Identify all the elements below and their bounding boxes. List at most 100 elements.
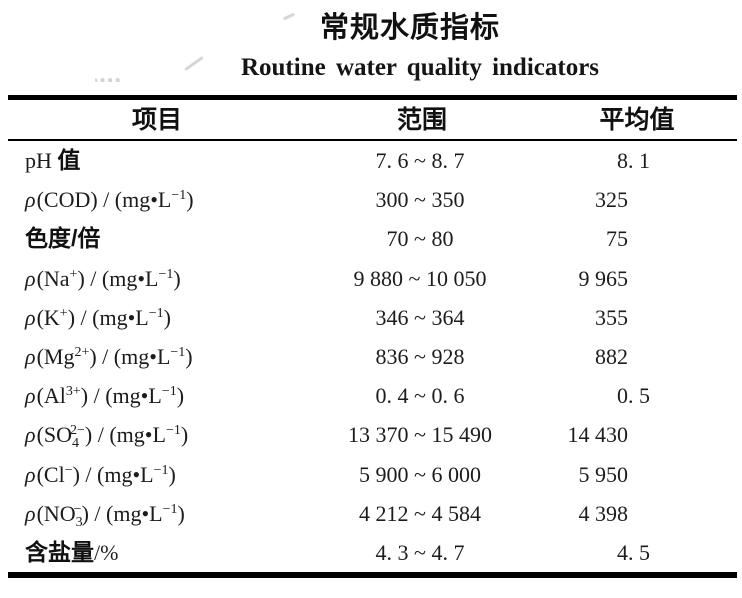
item-segment: 4 [72,436,80,452]
scan-artifact-3 [95,78,121,82]
table-row: 含盐量/% 4. 3 ~ 4. 7 4. 5 [0,533,742,572]
item-segment: −1 [153,462,169,478]
scan-artifact-2 [184,55,204,72]
row-average: 4 398 [578,500,629,526]
item-segment: 3 [75,514,83,530]
table-row: ρ(Cl−) / (mg•L−1) 5 900 ~ 6 000 5 950 [0,455,742,494]
column-header-average: 平均值 [599,106,675,134]
item-segment: (Al [36,383,66,409]
item-segment: ) / (mg•L [81,500,163,526]
item-segment: (COD) / (mg•L [36,187,172,213]
table-row: 色度/倍 70 ~ 80 75 [0,219,742,258]
item-segment: −1 [162,501,178,517]
item-segment: ρ [25,383,36,409]
item-segment: ) / (mg•L [84,422,166,448]
item-segment: 3+ [65,384,81,400]
row-average: 325 [595,187,628,213]
row-range: 346 ~ 364 [375,304,465,330]
row-range: 300 ~ 350 [375,187,465,213]
table-row: ρ(Al3+) / (mg•L−1) 0. 4 ~ 0. 6 0. 5 [0,376,742,415]
row-range: 4 212 ~ 4 584 [359,500,481,526]
item-segment: ) / (mg•L [89,343,171,369]
item-segment: ) / (mg•L [67,304,149,330]
row-average: 75 [606,226,628,252]
table-row: ρ(Mg2+) / (mg•L−1) 836 ~ 928 882 [0,337,742,376]
item-segment: − [64,462,73,478]
table-row: ρ(SO42−) / (mg•L−1) 13 370 ~ 15 490 14 4… [0,415,742,454]
item-segment: ) / (mg•L [72,461,154,487]
table-header-rule [8,139,737,141]
average-decimal-part: . 5 [628,383,650,409]
item-segment: −1 [158,266,174,282]
row-item-label: 色度/倍 [25,219,100,258]
row-average: 9 965 [578,265,629,291]
row-average: 5 950 [578,461,629,487]
item-segment: pH [25,148,58,173]
table-row: ρ(COD) / (mg•L−1) 300 ~ 350 325 [0,180,742,219]
table-row: ρ(NO3−) / (mg•L−1) 4 212 ~ 4 584 4 398 [0,494,742,533]
table-body: pH 值 7. 6 ~ 8. 7 8. 1 ρ(COD) / (mg•L−1) … [0,141,742,572]
table-title-english: Routine water quality indicators [240,54,600,81]
scan-artifact-1 [282,12,296,21]
row-item-label: 含盐量/% [25,533,118,572]
table-row: ρ(Na+) / (mg•L−1) 9 880 ~ 10 050 9 965 [0,259,742,298]
item-segment: (Cl [36,461,65,487]
row-average: 14 430 [567,422,629,448]
row-range: 9 880 ~ 10 050 [353,265,487,291]
row-average: 4. 5 [428,533,650,572]
average-decimal-part: . 1 [628,148,650,173]
column-header-item: 项目 [131,106,183,134]
row-average: 882 [595,343,628,369]
item-segment: ) [176,383,185,409]
row-range: 13 370 ~ 15 490 [348,422,492,448]
item-segment: ρ [25,343,36,369]
item-segment: + [69,266,78,282]
item-segment: ) / (mg•L [80,383,162,409]
item-segment: 2− [70,423,85,439]
item-segment: ρ [25,304,36,330]
item-segment: − [73,501,82,517]
item-segment: ρ [25,500,36,526]
item-segment: (Mg [36,343,75,369]
table-row: ρ(K+) / (mg•L−1) 346 ~ 364 355 [0,298,742,337]
item-segment: ρ [25,422,36,448]
item-segment: ) [186,187,194,213]
row-range: 70 ~ 80 [386,226,454,252]
table-top-rule [8,95,737,100]
row-range: 836 ~ 928 [375,343,465,369]
row-range: 0. 4 ~ 0. 6 [375,383,465,409]
table-bottom-rule [8,572,737,578]
item-segment: (NO [36,500,76,526]
item-segment: −1 [171,188,187,204]
item-segment: ) / (mg•L [77,265,159,291]
item-segment: (K [36,304,60,330]
item-segment: 色度/倍 [25,225,101,252]
item-segment: (SO [36,422,73,448]
item-segment: −1 [170,344,186,360]
row-range: 4. 3 ~ 4. 7 [375,539,465,565]
table-title-chinese: 常规水质指标 [319,12,501,44]
row-item-label: ρ(Mg2+) / (mg•L−1) [25,337,193,376]
item-segment: 2+ [74,344,90,360]
item-segment: −1 [165,423,181,439]
item-segment: ) [168,461,176,487]
item-segment: ) [173,265,181,291]
item-segment: ρ [25,187,36,213]
row-item-label: ρ(Na+) / (mg•L−1) [25,259,181,298]
item-segment: ) [163,304,171,330]
row-average: 355 [595,304,628,330]
item-segment: −1 [148,305,164,321]
row-item-label: pH 值 [25,141,80,180]
row-item-label: ρ(NO3−) / (mg•L−1) [25,494,185,533]
item-segment: ) [180,422,189,448]
row-average: 8. 1 [428,141,650,180]
row-item-label: ρ(K+) / (mg•L−1) [25,298,171,337]
item-segment: (Na [36,265,70,291]
average-decimal-part: . 5 [628,539,650,565]
item-segment: /% [94,539,119,565]
row-item-label: ρ(Cl−) / (mg•L−1) [25,455,176,494]
item-segment: ρ [25,265,36,291]
row-average: 0. 5 [428,376,650,415]
item-segment: 含盐量 [25,538,94,565]
